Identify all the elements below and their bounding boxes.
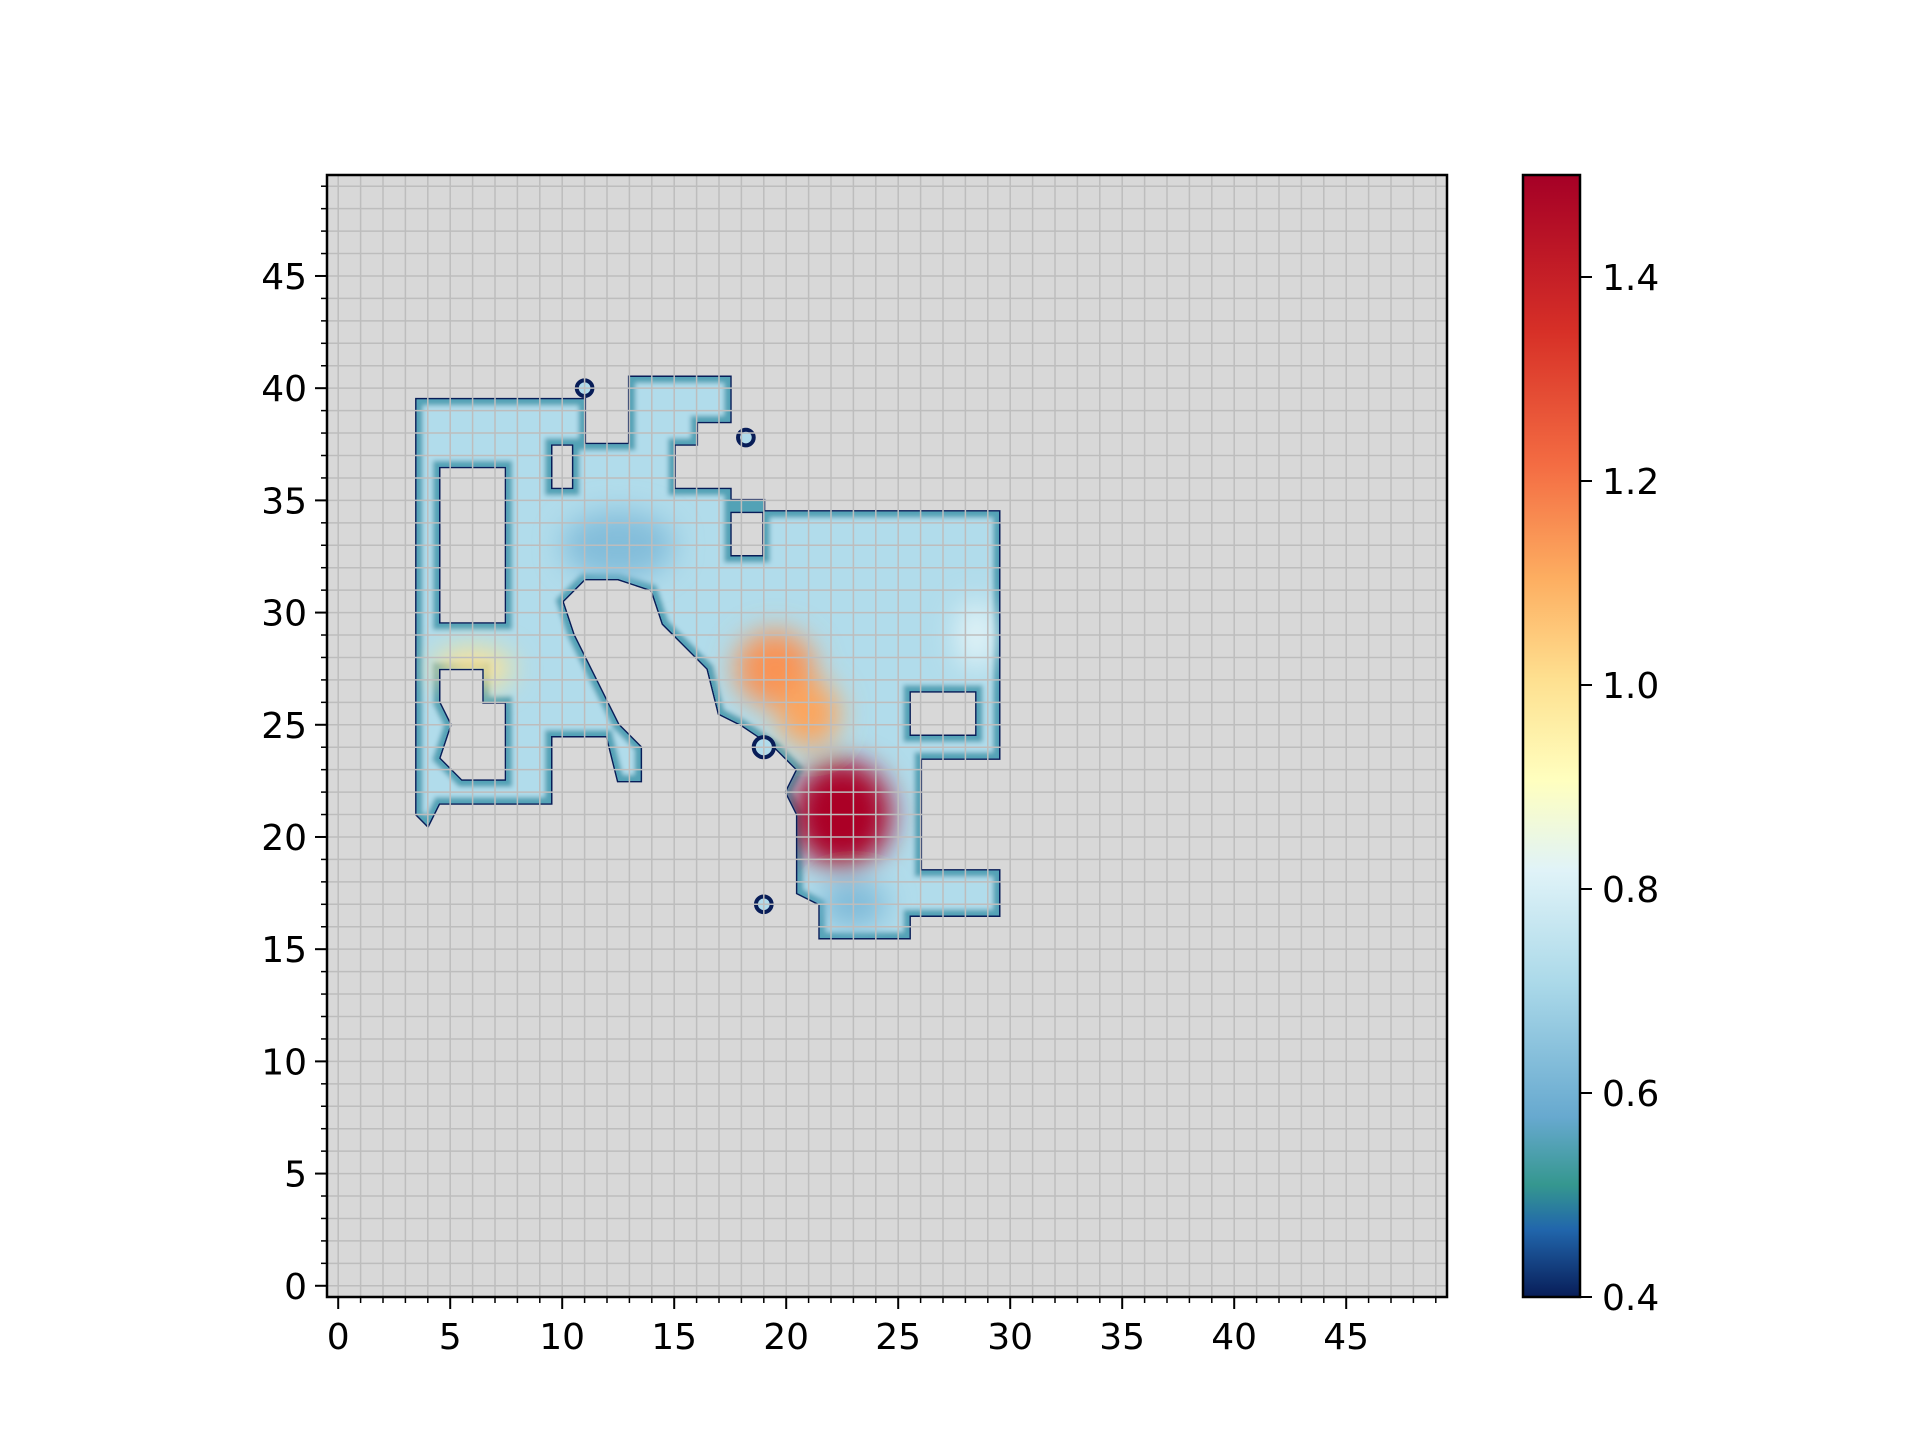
plot-frame xyxy=(325,173,1449,1299)
axis-ticks: 0 5 10 15 20 25 30 35 40 45 0 5 10 15 20 25 30 35 40 45 xyxy=(261,185,1437,1358)
grid-lines xyxy=(327,175,1447,1297)
y-tick-label: 35 xyxy=(261,481,307,522)
colorbar: 0.4 0.6 0.8 1.0 1.2 1.4 xyxy=(1521,173,1659,1319)
y-tick-label: 40 xyxy=(261,369,307,410)
x-tick-label: 35 xyxy=(1099,1317,1145,1358)
x-tick-label: 15 xyxy=(651,1317,697,1358)
y-tick-label: 15 xyxy=(261,930,307,971)
colorbar-tick-label: 1.0 xyxy=(1602,666,1659,707)
colorbar-tick-label: 1.2 xyxy=(1602,462,1659,503)
colorbar-tick-label: 1.4 xyxy=(1602,258,1659,299)
y-tick-label: 45 xyxy=(261,257,307,298)
x-tick-label: 30 xyxy=(987,1317,1033,1358)
y-tick-label: 10 xyxy=(261,1042,307,1083)
x-tick-label: 40 xyxy=(1211,1317,1257,1358)
y-tick-label: 30 xyxy=(261,594,307,635)
x-tick-label: 25 xyxy=(875,1317,921,1358)
domain-island-1 xyxy=(736,427,756,448)
x-tick-label: 45 xyxy=(1323,1317,1369,1358)
plot-area: 0 5 10 15 20 25 30 35 40 45 0 5 10 15 20 25 30 35 40 45 xyxy=(261,173,1449,1358)
x-tick-label: 10 xyxy=(539,1317,585,1358)
y-tick-label: 20 xyxy=(261,818,307,859)
x-tick-label: 0 xyxy=(327,1317,350,1358)
y-tick-label: 25 xyxy=(261,706,307,747)
colorbar-tick-label: 0.6 xyxy=(1602,1074,1659,1115)
colorbar-gradient xyxy=(1521,173,1582,1299)
x-tick-label: 20 xyxy=(763,1317,809,1358)
colorbar-tick-label: 0.8 xyxy=(1602,870,1659,911)
x-tick-label: 5 xyxy=(439,1317,462,1358)
y-tick-label: 5 xyxy=(284,1155,307,1196)
colorbar-tick-label: 0.4 xyxy=(1602,1278,1659,1319)
y-tick-label: 0 xyxy=(284,1267,307,1308)
